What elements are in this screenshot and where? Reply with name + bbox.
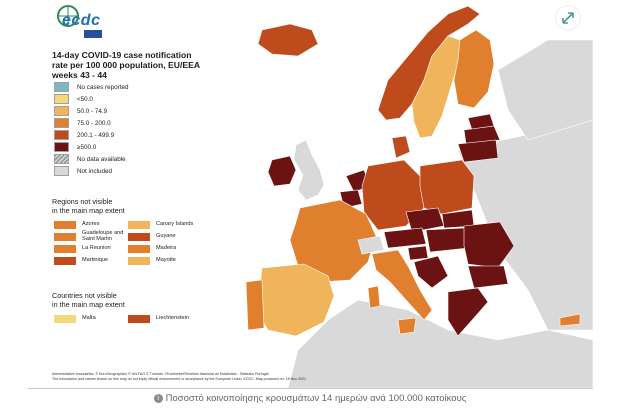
legend-swatch [54,166,69,176]
legend-panel: ecdc 14-day COVID-19 case notification r… [28,0,260,388]
country-lithuania[interactable] [457,139,499,163]
country-cyprus[interactable] [559,313,581,327]
region-switzerland [357,235,385,255]
region-item: Guadeloupe and Saint Martin [54,230,130,242]
region-swatch [128,257,150,265]
region-swatch [54,221,76,229]
legend-swatch [54,142,69,152]
legend-item: No data available [54,154,126,164]
legend-swatch [54,82,69,92]
legend-item: <50.0 [54,94,93,104]
region-swatch [54,233,76,241]
expand-arrows-icon [562,12,574,24]
region-item: La Reunion [54,244,111,254]
legend-label: ≥500.0 [77,143,97,151]
region-north-africa [287,299,593,388]
country-france[interactable] [289,199,377,283]
region-swatch [128,245,150,253]
region-label: Guyane [156,233,176,240]
region-not-included-east [457,119,593,331]
region-russia-north [497,39,593,141]
country-label: Malta [82,315,96,322]
country-sweden[interactable] [411,35,461,139]
countries-title: Countries not visible in the main map ex… [52,291,125,309]
map-frame: ecdc 14-day COVID-19 case notification r… [28,0,593,389]
country-poland[interactable] [419,159,475,215]
country-iceland[interactable] [257,23,319,57]
legend-label: Not included [77,167,113,175]
region-label: Madeira [156,245,177,252]
legend-label: No data available [77,155,126,163]
legend-label: 200.1 - 499.9 [77,131,115,139]
legend-label: No cases reported [77,83,129,91]
country-swatch [54,315,76,323]
country-norway[interactable] [377,5,481,121]
region-item: Martinique [54,256,108,266]
country-swatch [128,315,150,323]
country-latvia[interactable] [463,125,501,145]
country-italy-sardinia[interactable] [367,285,381,309]
region-item: Azores [54,220,99,230]
country-portugal[interactable] [245,279,265,331]
region-swatch [54,257,76,265]
country-label: Liechtenstein [156,315,189,322]
region-label: Mayotte [156,257,176,264]
country-item: Malta [54,314,96,324]
legend-swatch [54,118,69,128]
ecdc-logo-text: ecdc [62,12,101,29]
info-icon: i [153,393,163,403]
region-label: Guadeloupe and Saint Martin [82,230,124,242]
legend-item: 200.1 - 499.9 [54,130,114,140]
legend-swatch [54,106,69,116]
region-label: Azores [82,221,100,228]
country-italy[interactable] [371,249,433,321]
country-greece[interactable] [447,287,489,337]
region-item: Mayotte [128,256,176,266]
legend-item: 50.0 - 74.9 [54,106,107,116]
country-ireland[interactable] [267,155,297,187]
country-croatia[interactable] [413,255,449,289]
legend-label: 75.0 - 200.0 [77,119,111,127]
region-item: Madeira [128,244,176,254]
legend-item: 75.0 - 200.0 [54,118,111,128]
country-denmark[interactable] [391,135,411,159]
region-swatch [54,245,76,253]
expand-button[interactable] [556,6,580,30]
country-finland[interactable] [453,29,495,109]
legend-item: Not included [54,166,112,176]
region-swatch [128,233,150,241]
legend-label: 50.0 - 74.9 [77,107,108,115]
region-label: Canary Islands [156,221,194,228]
region-uk [293,139,325,201]
region-item: Guyane [128,232,176,242]
country-hungary[interactable] [425,227,469,253]
region-label: La Reunion [82,245,111,252]
legend-label: <50.0 [77,95,93,103]
regions-title: Regions not visible in the main map exte… [52,197,125,215]
legend-swatch [54,94,69,104]
region-swatch [128,221,150,229]
country-slovenia[interactable] [407,245,429,261]
country-bulgaria[interactable] [467,265,509,289]
legend-swatch [54,130,69,140]
caption-text: Ποσοστό κοινοποίησης κρουσμάτων 14 ημερώ… [165,393,467,404]
country-austria[interactable] [383,227,427,249]
map-footer: Administrative boundaries: © EuroGeograp… [52,372,307,381]
legend-item: No cases reported [54,82,128,92]
ecdc-logo-icon [57,5,102,38]
image-caption: i Ποσοστό κοινοποίησης κρουσμάτων 14 ημερ… [0,393,620,404]
legend-item: ≥500.0 [54,142,96,152]
legend-swatch [54,154,69,164]
country-italy-sicily[interactable] [397,317,417,335]
europe-map[interactable] [28,0,593,388]
region-item: Canary Islands [128,220,193,230]
country-item: Liechtenstein [128,314,189,324]
region-label: Martinique [82,257,109,264]
map-title: 14-day COVID-19 case notification rate p… [52,50,201,80]
